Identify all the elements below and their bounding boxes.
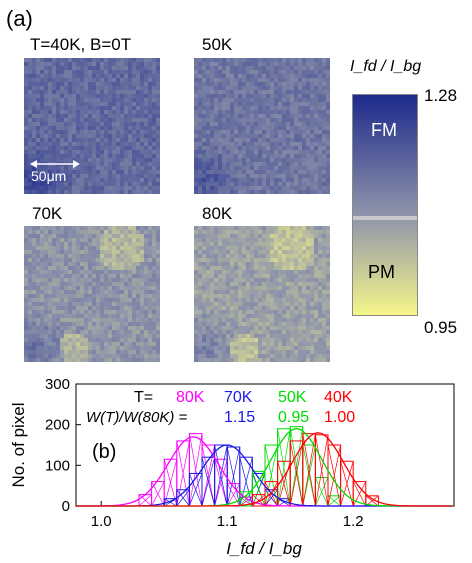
histogram-bar — [264, 481, 279, 507]
x-tick-label: 1.0 — [91, 513, 112, 530]
y-tick-label: 0 — [62, 498, 70, 515]
scale-bar-label: 50μm — [31, 168, 67, 184]
histogram-bar — [188, 433, 203, 507]
histogram-bar — [226, 446, 241, 507]
legend-series-ratio: 0.95 — [278, 409, 309, 426]
colorbar-title: I_fd / I_bg — [350, 58, 422, 75]
x-tick-label: 1.2 — [343, 513, 364, 530]
scale-bar-arrow — [30, 160, 80, 168]
histogram-bar — [314, 477, 329, 507]
mfm-map-70k — [24, 226, 160, 362]
x-axis-label: I_fd / I_bg — [226, 539, 302, 558]
colorbar-divider — [353, 216, 417, 220]
histogram-chart: 0 100 200 300 1.0 1.1 1.2 (b) No. of pixel I_f… — [9, 376, 455, 558]
legend-series-ratio: 1.00 — [324, 409, 355, 426]
legend-ratio-label: W(T)/W(80K) = — [86, 409, 187, 426]
histogram-bar — [314, 434, 329, 507]
colorbar-min-label: 0.95 — [424, 318, 458, 337]
legend-series-name: 40K — [324, 389, 353, 406]
legend-series-ratio: 1.15 — [224, 409, 255, 426]
mfm-map-80k — [194, 226, 330, 362]
histogram-bar — [289, 440, 304, 507]
y-tick-label: 200 — [45, 417, 70, 434]
x-tick-label: 1.1 — [217, 513, 238, 530]
legend-series-name: 50K — [278, 389, 307, 406]
map-title-70k: 70K — [32, 204, 63, 223]
mfm-map-50k — [194, 58, 330, 194]
y-tick-label: 100 — [45, 457, 70, 474]
map-title-80k: 80K — [202, 204, 233, 223]
colorbar-fm-label: FM — [371, 120, 397, 140]
colorbar-pm-label: PM — [368, 262, 395, 282]
y-axis-label: No. of pixel — [9, 402, 28, 487]
histogram-bar — [289, 426, 304, 507]
legend-prefix: T= — [134, 389, 153, 406]
map-title-40k: T=40K, B=0T — [30, 35, 132, 54]
y-tick-label: 300 — [45, 376, 70, 393]
histogram-bar — [201, 456, 216, 507]
colorbar-max-label: 1.28 — [424, 86, 458, 105]
colorbar — [352, 94, 418, 316]
histogram-bar — [138, 494, 153, 507]
legend-series-name: 80K — [176, 389, 205, 406]
mfm-map-40k — [24, 58, 160, 194]
histogram-bar — [214, 458, 228, 507]
fit-curve — [76, 432, 452, 507]
map-title-50k: 50K — [202, 35, 233, 54]
panel-a-label: (a) — [6, 6, 33, 31]
legend-series-name: 70K — [224, 389, 253, 406]
panel-b-label: (b) — [92, 441, 116, 463]
